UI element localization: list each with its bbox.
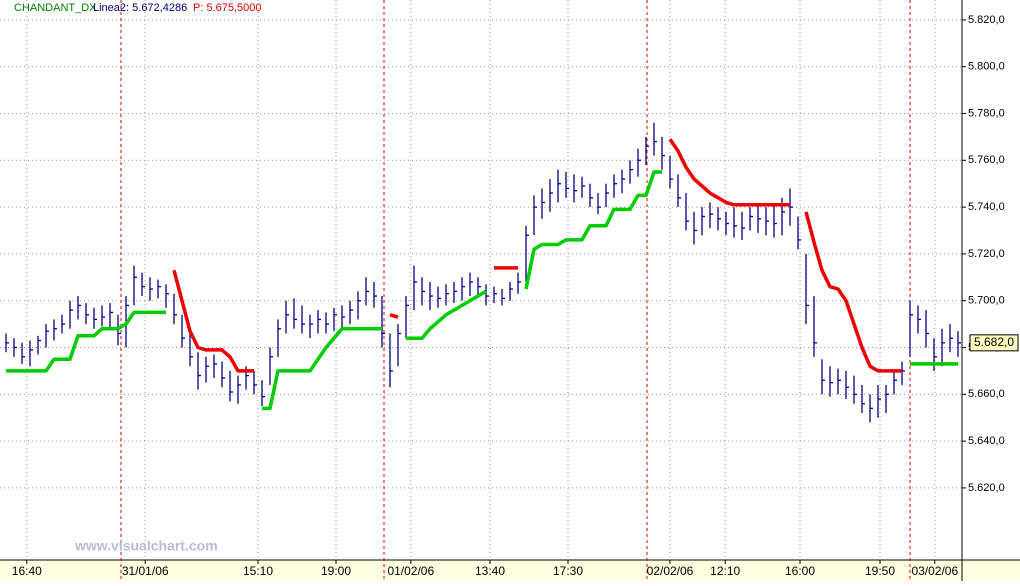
price-bars [5,122,961,423]
x-axis-area [0,560,1020,581]
y-tick-label: 5.640,0 [968,435,1005,447]
y-tick-label: 5.780,0 [968,107,1005,119]
x-tick-label: 31/01/06 [122,564,169,578]
x-tick-label: 15:10 [243,564,273,578]
y-tick-label: 5.760,0 [968,154,1005,166]
last-price-label: 5.682,0 [974,335,1014,349]
y-tick-label: 5.820,0 [968,14,1005,26]
price-value: P: 5.675,5000 [193,2,262,14]
x-tick-label: 13:40 [475,564,505,578]
x-tick-label: 03/02/06 [911,564,958,578]
y-tick-label: 5.660,0 [968,388,1005,400]
y-tick-label: 5.720,0 [968,248,1005,260]
x-tick-label: 12:10 [710,564,740,578]
indicator-value: Linea2: 5.672,4286 [93,2,187,14]
y-axis-area [962,0,1020,581]
y-tick-label: 5.800,0 [968,61,1005,73]
x-tick-label: 02/02/06 [647,564,694,578]
x-tick-label: 17:30 [553,564,583,578]
y-tick-label: 5.740,0 [968,201,1005,213]
x-tick-label: 16:00 [785,564,815,578]
grid [0,0,962,560]
x-tick-label: 19:50 [865,564,895,578]
indicator-name: CHANDANT_DX [14,2,97,14]
x-tick-label: 01/02/06 [387,564,434,578]
y-tick-label: 5.620,0 [968,482,1005,494]
last-price-box [969,334,1019,352]
plot-area [0,0,962,560]
x-tick-label: 19:00 [321,564,351,578]
watermark: www.visualchart.com [74,538,218,554]
session-separators [120,0,911,580]
y-tick-label: 5.700,0 [968,295,1005,307]
stop-line [172,138,902,373]
stop-line [6,170,958,411]
x-tick-label: 16:40 [12,564,42,578]
